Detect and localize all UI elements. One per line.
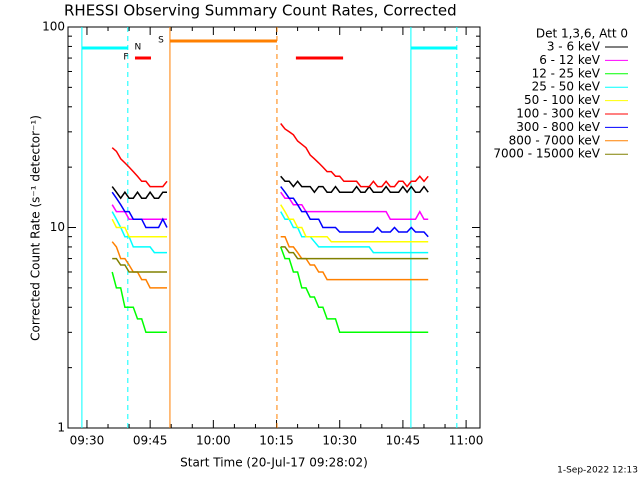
y-tick-label: 10	[50, 220, 65, 234]
x-tick-label: 10:30	[322, 434, 357, 448]
footer: 1-Sep-2022 12:13	[557, 466, 638, 476]
legend-label: 3 - 6 keV	[547, 40, 601, 54]
series-line	[112, 246, 429, 273]
legend-label: 50 - 100 keV	[524, 93, 601, 107]
y-tick-label: 1	[57, 421, 65, 435]
x-axis-title: Start Time (20-Jul-17 09:28:02)	[180, 456, 368, 470]
legend-label: 300 - 800 keV	[516, 120, 600, 134]
series-line	[111, 246, 429, 334]
chart-title: RHESSI Observing Summary Count Rates, Co…	[64, 2, 457, 20]
x-tick-label: 09:30	[70, 434, 105, 448]
x-tick-label: 10:15	[259, 434, 294, 448]
legend-label: 7000 - 15000 keV	[493, 147, 600, 161]
y-axis-title: Corrected Count Rate (s⁻¹ detector⁻¹)	[29, 115, 43, 341]
series-line	[111, 211, 429, 254]
series-line	[111, 175, 429, 200]
series-line	[111, 235, 429, 289]
plot-frame	[67, 26, 481, 429]
legend-label: 25 - 50 keV	[532, 80, 601, 94]
flag-label: N	[134, 43, 141, 53]
x-tick-label: 09:45	[133, 434, 168, 448]
x-tick-label: 10:00	[196, 434, 231, 448]
x-tick-label: 10:45	[386, 434, 421, 448]
legend-title: Det 1,3,6, Att 0	[536, 27, 628, 41]
legend-label: 100 - 300 keV	[516, 107, 600, 121]
y-tick-label: 100	[42, 20, 65, 34]
legend-label: 800 - 7000 keV	[509, 133, 601, 147]
flag-label: S	[158, 36, 164, 46]
flag-label: F	[123, 53, 128, 63]
series-line	[111, 204, 429, 243]
x-tick-label: 11:00	[449, 434, 484, 448]
legend-label: 6 - 12 keV	[539, 53, 601, 67]
series-line	[111, 123, 429, 188]
series-line	[111, 186, 429, 238]
legend-label: 12 - 25 keV	[532, 66, 601, 80]
